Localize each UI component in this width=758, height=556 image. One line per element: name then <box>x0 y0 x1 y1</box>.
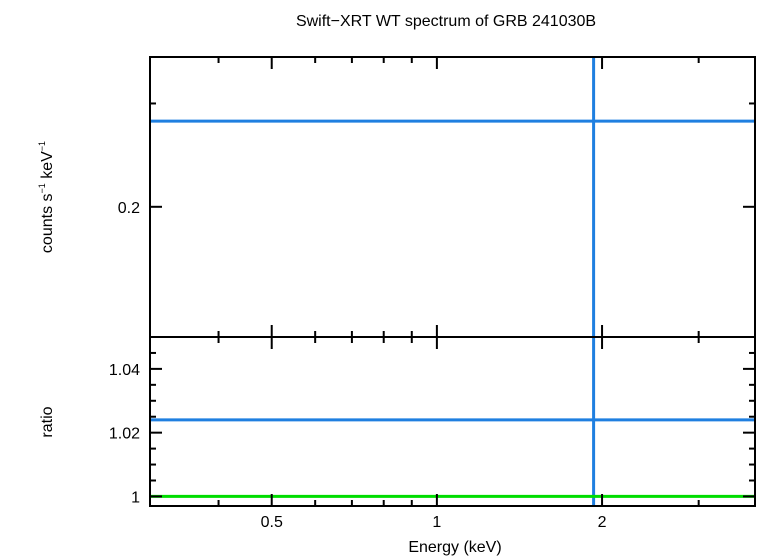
y-axis-label-spectrum: counts s−1 keV−1 <box>37 141 56 253</box>
x-axis-label: Energy (keV) <box>408 539 501 556</box>
ratio-frame <box>149 336 756 507</box>
spectrum-frame <box>149 56 756 338</box>
ratio-x-tick-label: 2 <box>598 514 607 531</box>
spectrum-panel: 0.2 <box>118 56 756 338</box>
chart-title: Swift−XRT WT spectrum of GRB 241030B <box>296 13 596 30</box>
ratio-y-tick-label: 1 <box>131 489 140 506</box>
ratio-y-tick-label: 1.04 <box>109 362 140 379</box>
spectrum-y-tick-label: 0.2 <box>118 200 140 217</box>
ratio-y-tick-label: 1.02 <box>109 426 140 443</box>
ratio-x-tick-label: 1 <box>432 514 441 531</box>
ratio-panel: 1 1.02 1.04 0.5 1 2 <box>109 336 756 531</box>
ratio-x-tick-label: 0.5 <box>261 514 283 531</box>
y-axis-label-ratio: ratio <box>39 406 56 437</box>
